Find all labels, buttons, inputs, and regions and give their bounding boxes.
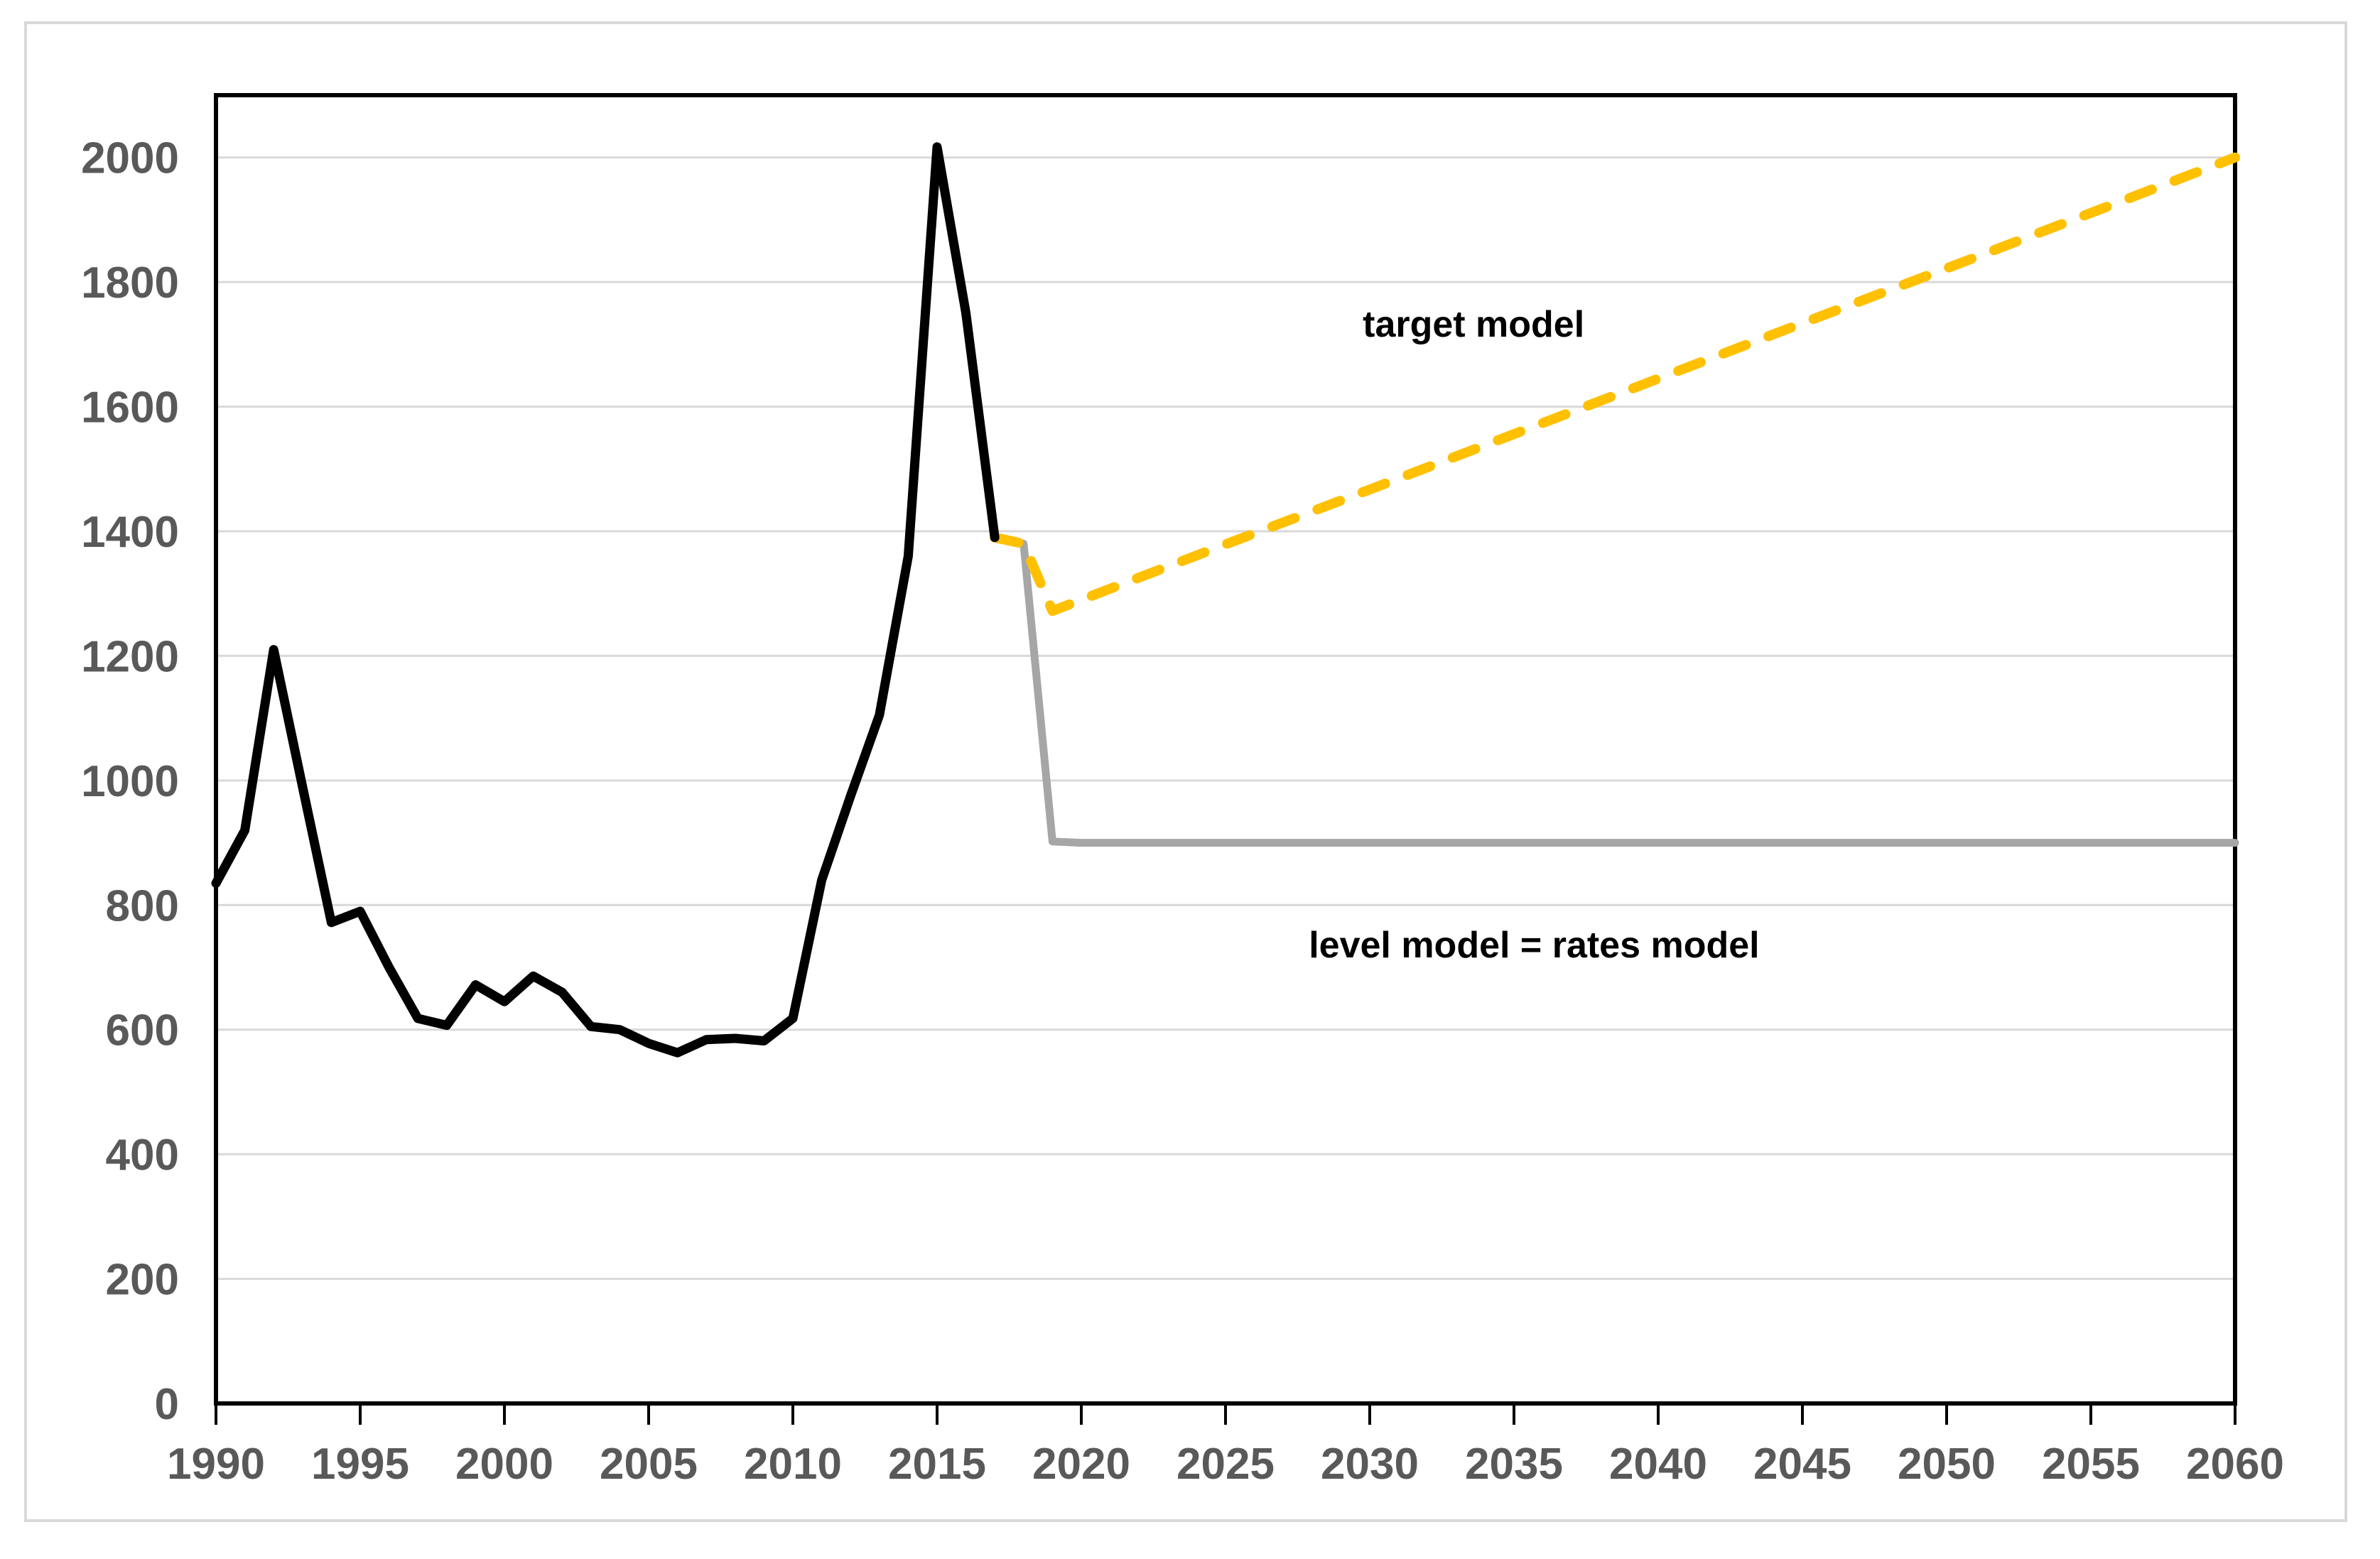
x-axis-tick-label: 2015 (888, 1440, 986, 1489)
y-axis-tick-label: 800 (106, 881, 179, 930)
y-axis-tick-label: 0 (155, 1380, 179, 1429)
x-axis-tick-label: 2030 (1321, 1440, 1419, 1489)
x-axis-tick-label: 2025 (1177, 1440, 1275, 1489)
y-axis-tick-label: 400 (106, 1131, 179, 1180)
x-axis-tick-label: 2005 (600, 1440, 698, 1489)
y-axis-tick-label: 600 (106, 1006, 179, 1055)
y-axis-tick-label: 1600 (81, 384, 179, 433)
y-axis-tick-label: 1800 (81, 259, 179, 308)
figure-frame (24, 21, 2347, 1522)
x-axis-tick-label: 2055 (2042, 1440, 2140, 1489)
y-axis-tick-label: 1400 (81, 508, 179, 557)
y-axis-tick-label: 2000 (81, 134, 179, 183)
y-axis-tick-label: 1200 (81, 632, 179, 681)
x-axis-tick-label: 2050 (1898, 1440, 1996, 1489)
x-axis-tick-label: 1990 (167, 1440, 265, 1489)
x-axis-tick-label: 2040 (1609, 1440, 1707, 1489)
level-rates-model-label: level model = rates model (1309, 925, 1760, 967)
y-axis-tick-label: 200 (106, 1256, 179, 1305)
target-model-label: target model (1363, 303, 1585, 345)
series-target-model (990, 152, 2240, 616)
x-axis-tick-label: 1995 (311, 1440, 409, 1489)
series-historical (211, 142, 1000, 1058)
x-axis-tick-label: 2035 (1465, 1440, 1563, 1489)
plot-border (214, 93, 2237, 1406)
y-axis-tick-label: 1000 (81, 757, 179, 806)
x-axis-tick-label: 2045 (1753, 1440, 1851, 1489)
x-axis-tick-label: 2020 (1032, 1440, 1130, 1489)
x-axis-tick-label: 2010 (744, 1440, 842, 1489)
series-level-model-rates-model (990, 533, 2239, 847)
x-axis-tick-label: 2000 (455, 1440, 553, 1489)
x-axis-tick-label: 2060 (2186, 1440, 2284, 1489)
